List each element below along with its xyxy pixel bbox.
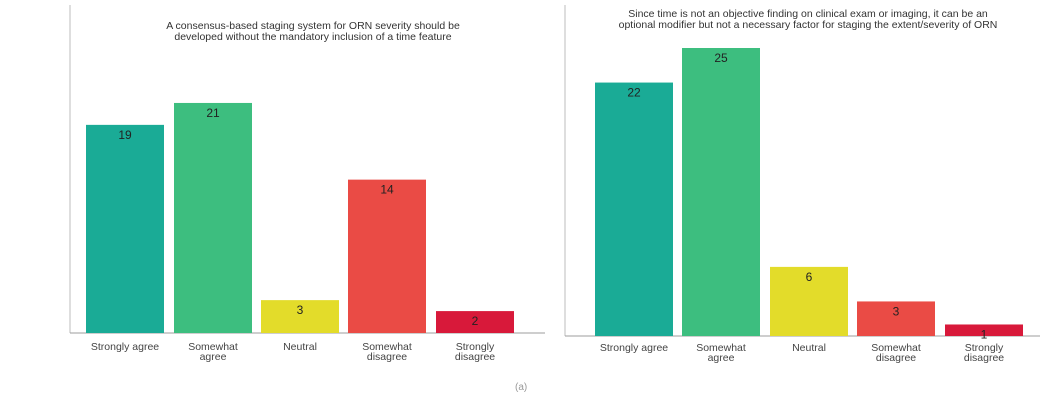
bar-value-label: 2 xyxy=(472,314,479,328)
x-tick-label: Strongly agree xyxy=(91,341,159,353)
bar-value-label: 1 xyxy=(981,327,988,341)
bar-4 xyxy=(945,324,1023,336)
x-tick-label: Somewhat disagree xyxy=(871,342,921,364)
x-tick-label: Somewhat agree xyxy=(188,341,238,363)
chart-panel-right: Since time is not an objective finding o… xyxy=(548,0,1046,397)
bar-value-label: 22 xyxy=(627,86,641,100)
x-tick-label: Somewhat disagree xyxy=(362,341,412,363)
bar-4 xyxy=(436,311,514,333)
x-tick-label: Strongly disagree xyxy=(964,342,1004,364)
bar-chart-left: A consensus-based staging system for ORN… xyxy=(69,5,545,363)
figure-footnote: (a) xyxy=(515,382,528,393)
chart-title-line-1: Since time is not an objective finding o… xyxy=(628,8,988,20)
bar-value-label: 3 xyxy=(893,304,900,318)
bar-value-label: 25 xyxy=(714,51,728,65)
bar-value-label: 6 xyxy=(806,270,813,284)
bar-1 xyxy=(174,102,252,333)
chart-panel-left: A consensus-based staging system for ORN… xyxy=(69,5,545,363)
bar-0 xyxy=(86,124,164,333)
chart-title-line-2: developed without the mandatory inclusio… xyxy=(174,31,451,43)
chart-title-line-1: A consensus-based staging system for ORN… xyxy=(166,20,460,32)
bar-3 xyxy=(348,179,426,333)
bar-0 xyxy=(595,82,673,336)
x-tick-label: Somewhat agree xyxy=(696,342,746,364)
x-tick-label: Strongly disagree xyxy=(455,341,495,363)
chart-title-line-2: optional modifier but not a necessary fa… xyxy=(619,19,998,31)
bar-value-label: 3 xyxy=(297,303,304,317)
bar-value-label: 14 xyxy=(380,183,394,197)
bar-1 xyxy=(682,48,760,336)
bar-2 xyxy=(770,266,848,336)
bar-2 xyxy=(261,300,339,333)
bar-3 xyxy=(857,301,935,336)
bar-chart-right: Since time is not an objective finding o… xyxy=(564,5,1040,364)
x-tick-label: Neutral xyxy=(792,342,826,354)
bar-value-label: 19 xyxy=(118,128,132,142)
x-tick-label: Strongly agree xyxy=(600,342,668,354)
bar-value-label: 21 xyxy=(206,106,220,120)
x-tick-label: Neutral xyxy=(283,341,317,353)
